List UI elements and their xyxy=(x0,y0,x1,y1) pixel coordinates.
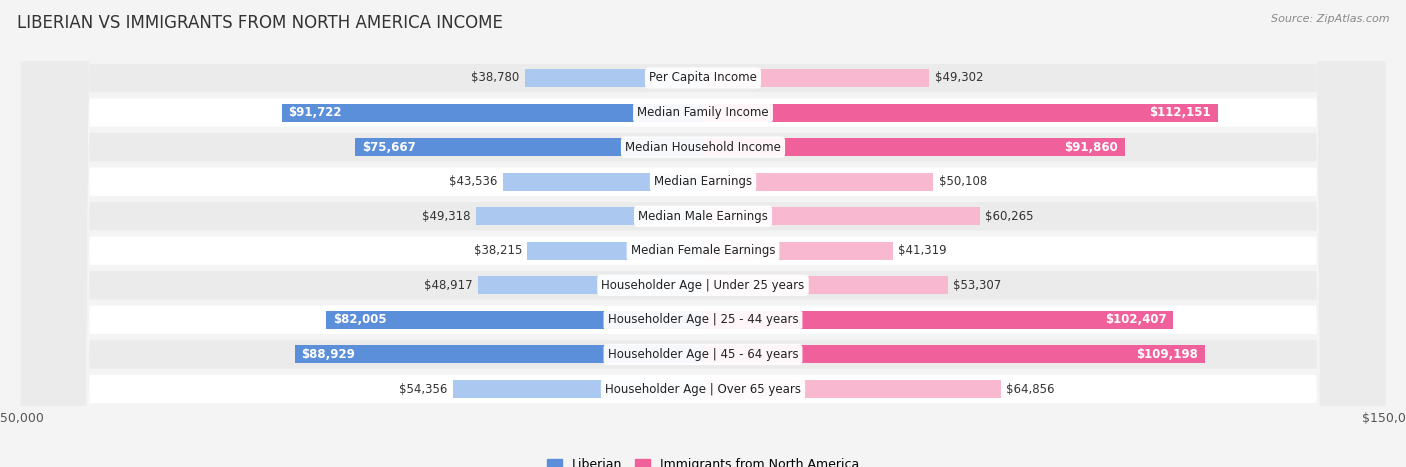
Text: $41,319: $41,319 xyxy=(898,244,946,257)
Bar xyxy=(703,346,1205,363)
Bar xyxy=(703,207,980,225)
Text: $64,856: $64,856 xyxy=(1007,382,1054,396)
Text: $49,302: $49,302 xyxy=(935,71,983,85)
Bar xyxy=(477,207,703,225)
FancyBboxPatch shape xyxy=(21,0,1385,467)
Text: $109,198: $109,198 xyxy=(1136,348,1198,361)
FancyBboxPatch shape xyxy=(21,0,1385,467)
Text: $48,917: $48,917 xyxy=(425,279,472,292)
Text: $91,722: $91,722 xyxy=(288,106,342,119)
Bar xyxy=(524,69,703,87)
Bar xyxy=(356,138,703,156)
Bar xyxy=(503,173,703,191)
Text: Householder Age | 45 - 64 years: Householder Age | 45 - 64 years xyxy=(607,348,799,361)
Legend: Liberian, Immigrants from North America: Liberian, Immigrants from North America xyxy=(541,453,865,467)
Text: $60,265: $60,265 xyxy=(986,210,1033,223)
Text: Median Male Earnings: Median Male Earnings xyxy=(638,210,768,223)
Text: $49,318: $49,318 xyxy=(422,210,471,223)
FancyBboxPatch shape xyxy=(21,0,1385,467)
Text: $75,667: $75,667 xyxy=(363,141,416,154)
Text: LIBERIAN VS IMMIGRANTS FROM NORTH AMERICA INCOME: LIBERIAN VS IMMIGRANTS FROM NORTH AMERIC… xyxy=(17,14,503,32)
FancyBboxPatch shape xyxy=(21,0,1385,467)
Bar xyxy=(703,173,934,191)
Text: $88,929: $88,929 xyxy=(301,348,356,361)
Bar xyxy=(326,311,703,329)
FancyBboxPatch shape xyxy=(21,0,1385,467)
Bar xyxy=(703,242,893,260)
Text: $91,860: $91,860 xyxy=(1064,141,1118,154)
Bar xyxy=(703,311,1174,329)
Text: Householder Age | 25 - 44 years: Householder Age | 25 - 44 years xyxy=(607,313,799,326)
Bar xyxy=(703,276,948,294)
Text: $54,356: $54,356 xyxy=(399,382,449,396)
Bar xyxy=(703,380,1001,398)
Bar xyxy=(453,380,703,398)
Text: $43,536: $43,536 xyxy=(449,175,498,188)
Text: Median Household Income: Median Household Income xyxy=(626,141,780,154)
Text: $38,780: $38,780 xyxy=(471,71,519,85)
FancyBboxPatch shape xyxy=(21,0,1385,467)
FancyBboxPatch shape xyxy=(21,0,1385,467)
Text: Median Earnings: Median Earnings xyxy=(654,175,752,188)
FancyBboxPatch shape xyxy=(21,0,1385,467)
Bar xyxy=(527,242,703,260)
Bar xyxy=(294,346,703,363)
Text: Per Capita Income: Per Capita Income xyxy=(650,71,756,85)
Text: Median Family Income: Median Family Income xyxy=(637,106,769,119)
Text: Source: ZipAtlas.com: Source: ZipAtlas.com xyxy=(1271,14,1389,24)
Bar xyxy=(703,69,929,87)
Bar xyxy=(703,104,1218,121)
Text: $53,307: $53,307 xyxy=(953,279,1001,292)
Text: $38,215: $38,215 xyxy=(474,244,522,257)
Bar xyxy=(703,138,1125,156)
Text: $50,108: $50,108 xyxy=(939,175,987,188)
Text: Householder Age | Over 65 years: Householder Age | Over 65 years xyxy=(605,382,801,396)
Text: Householder Age | Under 25 years: Householder Age | Under 25 years xyxy=(602,279,804,292)
Text: $112,151: $112,151 xyxy=(1150,106,1211,119)
FancyBboxPatch shape xyxy=(21,0,1385,467)
Text: $102,407: $102,407 xyxy=(1105,313,1167,326)
Bar xyxy=(478,276,703,294)
Text: Median Female Earnings: Median Female Earnings xyxy=(631,244,775,257)
Bar xyxy=(281,104,703,121)
Text: $82,005: $82,005 xyxy=(333,313,387,326)
FancyBboxPatch shape xyxy=(21,0,1385,467)
